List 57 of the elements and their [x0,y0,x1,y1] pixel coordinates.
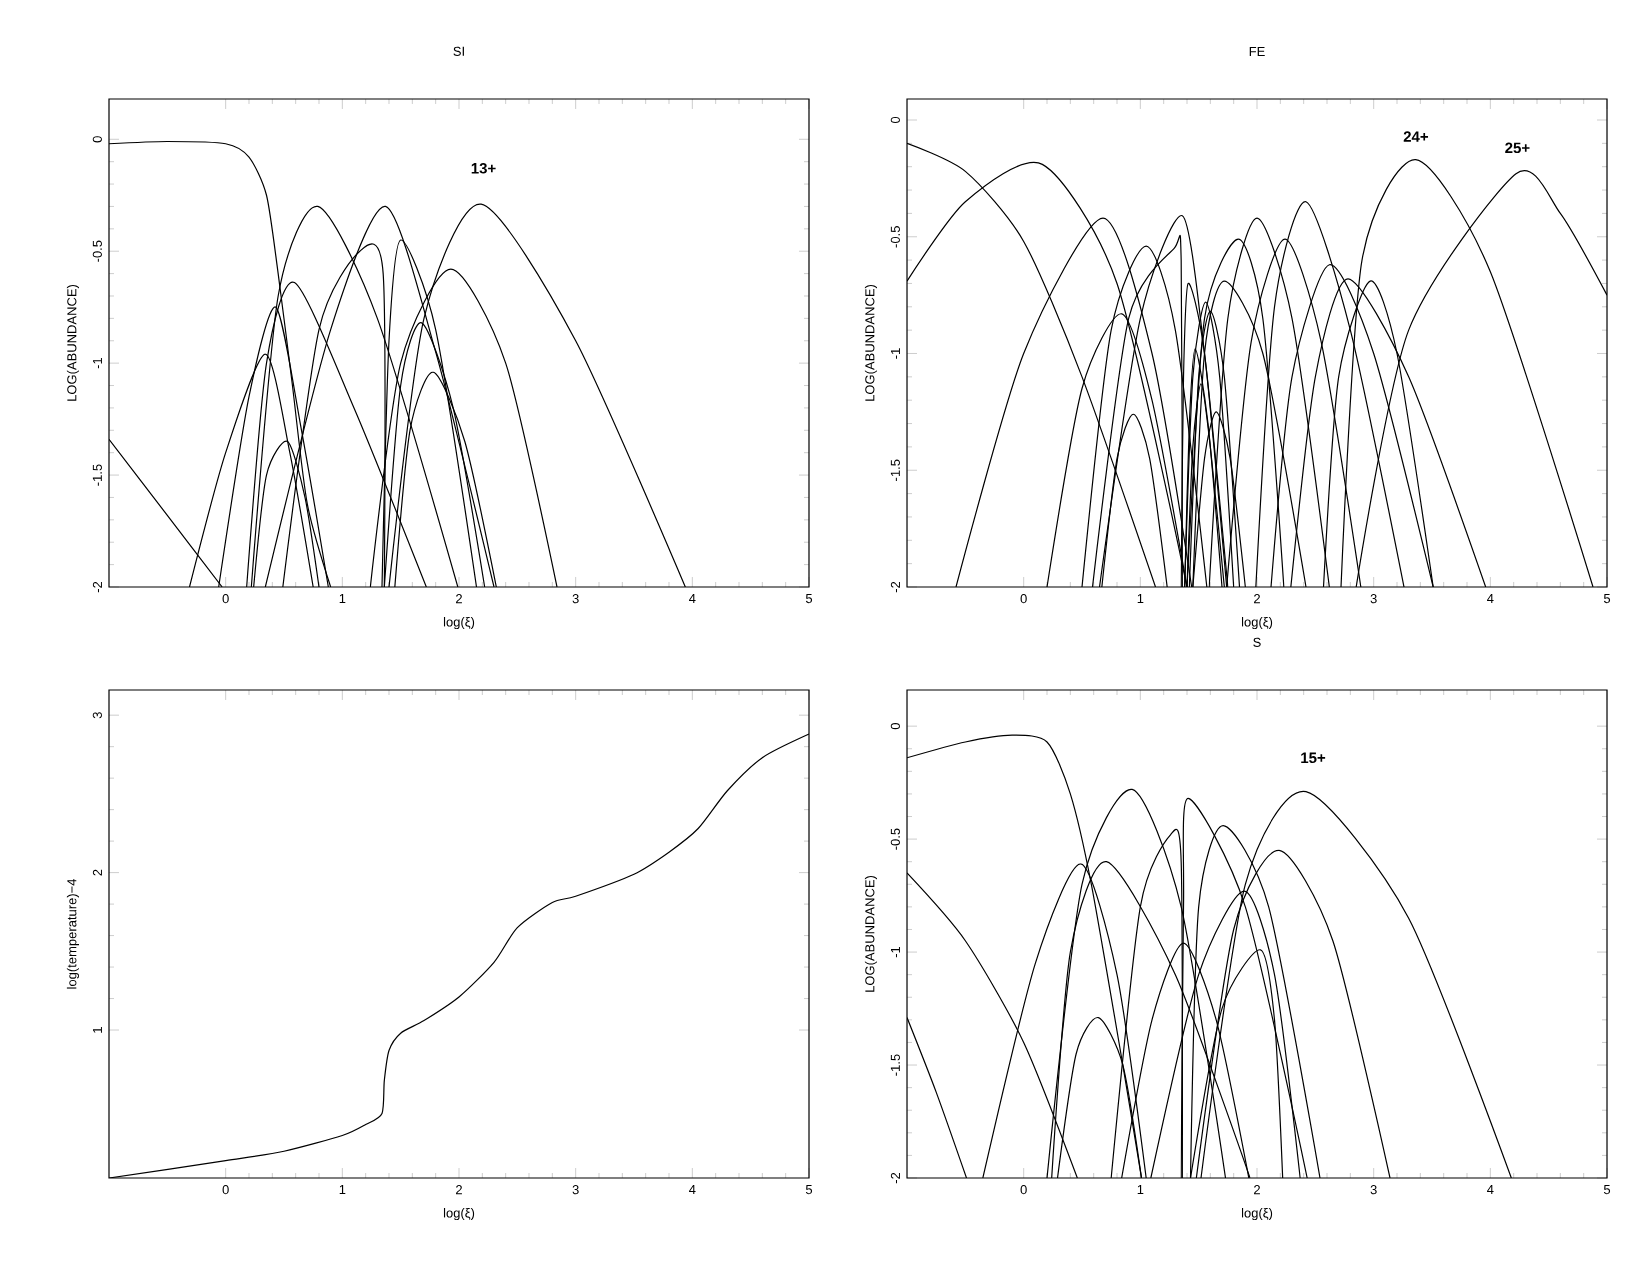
chart-title: S [1253,637,1261,647]
x-tick-label: 3 [572,1185,579,1195]
annotation: 13+ [471,162,496,174]
y-axis-title: LOG(ABUNDANCE) [66,284,79,401]
x-tick-label: 1 [339,594,346,604]
annotation: 25+ [1505,142,1530,154]
x-axis-title: log(ξ) [1241,1208,1273,1221]
x-tick-label: 2 [456,1185,462,1195]
chart-title: SI [453,46,464,56]
x-tick-label: 1 [1137,1185,1144,1195]
x-tick-label: 3 [1370,1185,1377,1195]
y-axis-title: LOG(ABUNDANCE) [864,284,878,401]
x-tick-label: 2 [456,594,462,604]
x-tick-label: 5 [805,1185,813,1195]
y-tick-label: 1 [92,1027,102,1033]
y-tick-label: -1 [891,348,900,359]
y-tick-label: -0.5 [890,828,900,850]
annotation: 15+ [1301,752,1326,764]
y-tick-label: -1.5 [92,464,102,486]
y-tick-label: 0 [92,136,102,143]
annotation: 24+ [1403,131,1429,142]
y-tick-label: -1.5 [890,1054,900,1076]
x-tick-label: 3 [1370,594,1377,604]
y-tick-label: 0 [890,116,900,124]
x-tick-label: 0 [222,594,229,604]
y-tick-label: -0.5 [890,226,900,248]
x-tick-label: 1 [1137,594,1144,604]
chart-title: FE [1249,46,1265,56]
x-tick-label: 4 [1487,594,1494,604]
x-tick-label: 1 [339,1185,346,1195]
x-tick-label: 5 [1603,1185,1611,1195]
x-axis-title: log(ξ) [1241,617,1273,630]
x-tick-label: 0 [1020,594,1027,604]
y-tick-label: 2 [92,869,102,876]
y-tick-label: -0.5 [92,240,102,262]
y-tick-label: 3 [92,712,102,719]
x-tick-label: 0 [222,1185,229,1195]
x-tick-label: 4 [689,1185,696,1195]
x-tick-label: 5 [805,594,813,604]
x-tick-label: 5 [1603,594,1611,604]
y-axis-title: log(temperature)−4 [66,878,79,989]
x-tick-label: 4 [689,594,696,604]
x-tick-label: 2 [1254,594,1260,604]
x-tick-label: 2 [1254,1185,1260,1195]
y-tick-label: -1 [891,946,900,958]
x-tick-label: 0 [1020,1185,1027,1195]
y-axis-title: LOG(ABUNDANCE) [864,875,878,992]
x-axis-title: log(ξ) [443,617,475,630]
y-tick-label: -2 [92,581,102,593]
x-tick-label: 3 [572,594,579,604]
x-tick-label: 4 [1487,1185,1494,1195]
x-axis-title: log(ξ) [443,1208,475,1221]
y-tick-label: -2 [890,1172,900,1184]
y-tick-label: -2 [890,581,900,593]
y-tick-label: 0 [890,723,900,730]
y-tick-label: -1.5 [890,459,900,481]
y-tick-label: -1 [92,358,102,369]
